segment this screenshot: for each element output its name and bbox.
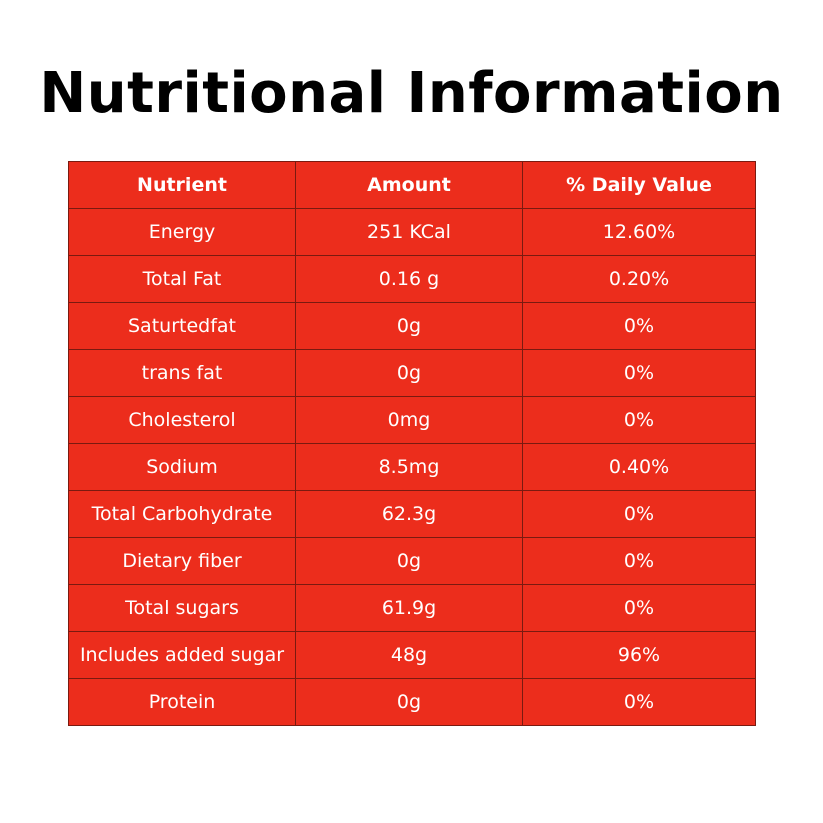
table-row: Protein 0g 0%	[68, 678, 756, 726]
cell-amount: 62.3g	[295, 490, 523, 538]
header-daily-value: % Daily Value	[522, 161, 756, 209]
cell-amount: 0mg	[295, 396, 523, 444]
cell-daily-value: 0%	[522, 396, 756, 444]
cell-nutrient: Energy	[68, 208, 296, 256]
table-row: Saturtedfat 0g 0%	[68, 302, 756, 350]
cell-daily-value: 12.60%	[522, 208, 756, 256]
cell-nutrient: Dietary fiber	[68, 537, 296, 585]
cell-daily-value: 0.40%	[522, 443, 756, 491]
page-title: Nutritional Information	[39, 61, 784, 126]
table-row: Total Carbohydrate 62.3g 0%	[68, 490, 756, 538]
table-row: Includes added sugar 48g 96%	[68, 631, 756, 679]
cell-amount: 48g	[295, 631, 523, 679]
cell-nutrient: Total Fat	[68, 255, 296, 303]
cell-daily-value: 0%	[522, 678, 756, 726]
cell-amount: 0g	[295, 678, 523, 726]
header-amount: Amount	[295, 161, 523, 209]
table-row: Dietary fiber 0g 0%	[68, 537, 756, 585]
cell-nutrient: trans fat	[68, 349, 296, 397]
cell-daily-value: 0%	[522, 490, 756, 538]
cell-daily-value: 0%	[522, 349, 756, 397]
cell-amount: 61.9g	[295, 584, 523, 632]
cell-nutrient: Protein	[68, 678, 296, 726]
cell-nutrient: Sodium	[68, 443, 296, 491]
cell-amount: 0.16 g	[295, 255, 523, 303]
header-nutrient: Nutrient	[68, 161, 296, 209]
cell-nutrient: Cholesterol	[68, 396, 296, 444]
table-row: Total sugars 61.9g 0%	[68, 584, 756, 632]
cell-amount: 0g	[295, 302, 523, 350]
cell-daily-value: 0%	[522, 302, 756, 350]
cell-daily-value: 0%	[522, 537, 756, 585]
cell-daily-value: 96%	[522, 631, 756, 679]
nutrition-table-container: Nutrient Amount % Daily Value Energy 251…	[68, 161, 756, 726]
table-row: Energy 251 KCal 12.60%	[68, 208, 756, 256]
table-row: Cholesterol 0mg 0%	[68, 396, 756, 444]
cell-daily-value: 0.20%	[522, 255, 756, 303]
cell-nutrient: Total sugars	[68, 584, 296, 632]
table-row: Sodium 8.5mg 0.40%	[68, 443, 756, 491]
cell-nutrient: Saturtedfat	[68, 302, 296, 350]
cell-amount: 8.5mg	[295, 443, 523, 491]
cell-amount: 251 KCal	[295, 208, 523, 256]
nutrition-table: Nutrient Amount % Daily Value Energy 251…	[68, 161, 756, 726]
cell-nutrient: Includes added sugar	[68, 631, 296, 679]
cell-amount: 0g	[295, 349, 523, 397]
table-row: Total Fat 0.16 g 0.20%	[68, 255, 756, 303]
cell-nutrient: Total Carbohydrate	[68, 490, 296, 538]
cell-amount: 0g	[295, 537, 523, 585]
table-row: trans fat 0g 0%	[68, 349, 756, 397]
cell-daily-value: 0%	[522, 584, 756, 632]
table-header-row: Nutrient Amount % Daily Value	[68, 161, 756, 209]
